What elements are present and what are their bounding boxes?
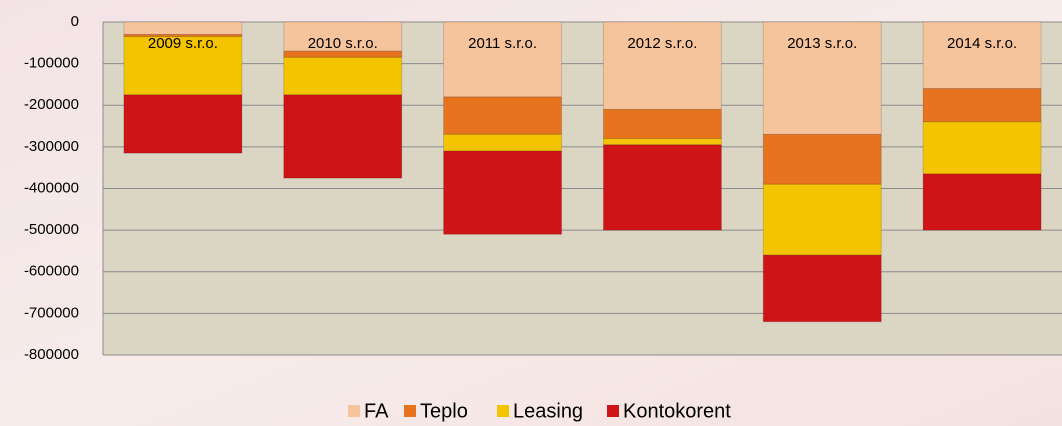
legend-swatch [607,405,619,417]
bar-segment [283,94,403,179]
bar-segment [922,173,1042,231]
category-label: 2013 s.r.o. [787,35,857,52]
y-tick-label: -300000 [24,138,79,155]
bar-segment [283,56,403,96]
bar-segment [602,108,722,140]
y-tick-label: 0 [71,13,79,30]
bar-segment [283,50,403,58]
bar-segment [762,183,882,256]
category-label: 2014 s.r.o. [947,35,1017,52]
bar-segment [443,21,563,98]
bar-segment [443,96,563,135]
y-tick-label: -600000 [24,263,79,280]
y-tick-label: -100000 [24,55,79,72]
category-label: 2011 s.r.o. [468,35,537,52]
y-tick-label: -800000 [24,346,79,363]
legend-label: Teplo [420,400,468,422]
category-label: 2010 s.r.o. [308,35,378,52]
bar-segment [602,144,722,231]
bar-segment [123,94,243,154]
bar-segment [922,88,1042,123]
bar-segment [922,121,1042,175]
bar-segment [922,21,1042,90]
bar-segment [443,133,563,152]
legend-swatch [404,405,416,417]
bar-segment [762,254,882,323]
legend-label: Kontokorent [623,400,731,422]
bar-segment [123,21,243,35]
bar-segment [762,133,882,185]
category-label: 2012 s.r.o. [627,35,697,52]
legend-swatch [497,405,509,417]
category-label: 2009 s.r.o. [148,35,218,52]
y-tick-label: -200000 [24,96,79,113]
legend-swatch [348,405,360,417]
bar-segment [762,21,882,135]
y-tick-label: -400000 [24,179,79,196]
y-tick-label: -700000 [24,304,79,321]
legend-label: FA [364,400,389,422]
bar-segment [602,138,722,146]
y-tick-label: -500000 [24,221,79,238]
bar-segment [443,150,563,235]
legend-label: Leasing [513,400,583,422]
